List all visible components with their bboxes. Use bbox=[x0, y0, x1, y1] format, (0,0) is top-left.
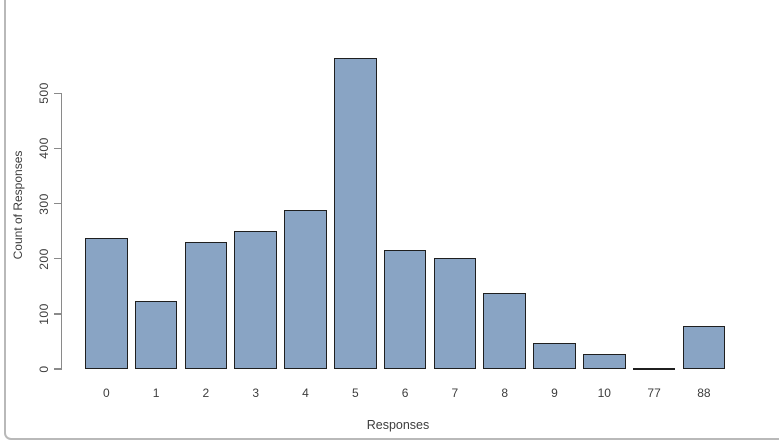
y-tick-label: 500 bbox=[37, 82, 51, 105]
x-tick-label: 3 bbox=[252, 386, 260, 400]
bar bbox=[483, 293, 526, 369]
bar bbox=[433, 258, 477, 369]
bar bbox=[334, 57, 377, 369]
x-tick-label: 4 bbox=[302, 386, 309, 400]
x-tick-label: 8 bbox=[501, 386, 509, 400]
bar bbox=[682, 325, 726, 369]
x-tick-label: 5 bbox=[351, 386, 359, 400]
x-tick-label: 7 bbox=[451, 386, 459, 400]
x-tick-label: 77 bbox=[647, 386, 661, 400]
y-axis-line bbox=[60, 92, 62, 370]
y-tick-mark bbox=[53, 368, 61, 370]
x-tick-label: 9 bbox=[551, 386, 558, 400]
y-tick-label: 200 bbox=[37, 247, 51, 270]
y-tick-mark bbox=[53, 257, 61, 260]
y-axis-title: Count of Responses bbox=[11, 150, 25, 260]
bar bbox=[383, 249, 427, 369]
y-tick-mark bbox=[53, 313, 61, 315]
x-tick-label: 0 bbox=[102, 386, 110, 400]
bar bbox=[234, 231, 277, 369]
bar bbox=[284, 210, 327, 369]
x-tick-label: 1 bbox=[152, 386, 160, 400]
x-tick-label: 2 bbox=[202, 386, 210, 400]
y-tick-label: 300 bbox=[37, 192, 51, 215]
bar bbox=[134, 300, 178, 369]
bar bbox=[85, 238, 128, 369]
y-tick-mark bbox=[53, 202, 61, 205]
bar bbox=[533, 343, 576, 369]
y-tick-label: 100 bbox=[37, 303, 51, 325]
x-tick-label: 10 bbox=[597, 386, 611, 400]
y-tick-mark bbox=[53, 92, 61, 94]
bar bbox=[632, 367, 676, 370]
y-tick-mark bbox=[53, 147, 61, 150]
x-tick-label: 88 bbox=[697, 386, 711, 400]
bar bbox=[184, 242, 228, 369]
x-axis-title: Responses bbox=[366, 418, 430, 432]
y-tick-label: 400 bbox=[37, 137, 51, 160]
y-tick-label: 0 bbox=[37, 365, 51, 373]
x-tick-label: 6 bbox=[401, 386, 409, 400]
bar bbox=[583, 354, 626, 369]
